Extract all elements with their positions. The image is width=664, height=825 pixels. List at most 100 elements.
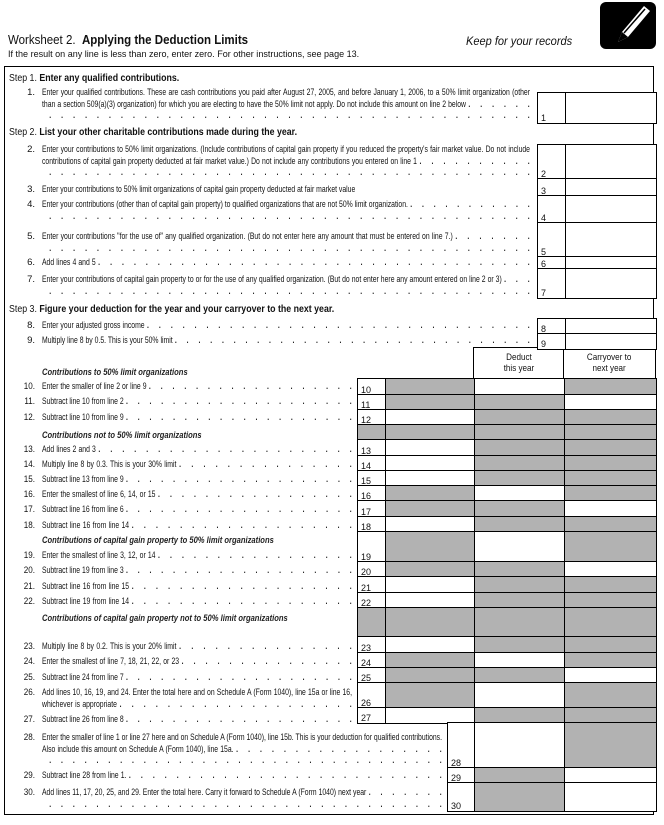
line-10-label: 10: [357, 378, 387, 396]
line-16-description: Enter the smallest of line 6, 14, or 15 …: [42, 489, 352, 501]
step-2-heading: Step 2. List your other charitable contr…: [9, 127, 297, 139]
line-28-deduct-input[interactable]: [474, 722, 566, 769]
dot-leader: . . . . . . . . . . . . . . . . . . . . …: [42, 155, 530, 179]
line-text-content: Enter your contributions to 50% limit or…: [42, 184, 356, 196]
line-7-amount-input[interactable]: [565, 268, 657, 299]
shaded-cell: [564, 607, 657, 638]
line-text-content: Multiply line 8 by 0.5. This is your 50%…: [42, 335, 173, 347]
box-number: 18: [361, 521, 372, 532]
line-18-description: Subtract line 16 from line 14 . . . . . …: [42, 520, 352, 532]
line-number: 6.: [27, 257, 35, 269]
line-text: Enter your qualified contributions. Thes…: [42, 87, 530, 122]
line-number: 24.: [23, 656, 35, 668]
line-text: Enter your contributions "for the use of…: [42, 231, 530, 254]
line-26-deduct-input[interactable]: [474, 682, 566, 709]
line-number: 15.: [23, 474, 35, 486]
dot-leader: . . . . . . . . . . . . . . . . . . . . …: [125, 474, 352, 486]
shaded-cell: [385, 378, 476, 396]
line-3-amount-input[interactable]: [565, 178, 657, 197]
line-text: Subtract line 16 from line 15 . . . . . …: [42, 581, 352, 593]
line-21-label: 21: [357, 576, 387, 594]
box-number: 25: [361, 672, 372, 683]
step-text: List your other charitable contributions…: [39, 127, 298, 138]
dot-leader: . . . . . . . . . . . . . . . . . . . . …: [148, 381, 352, 393]
line-text: Enter your contributions (other than of …: [42, 199, 530, 222]
shaded-cell: [564, 576, 657, 594]
line-26-description: Add lines 10, 16, 19, and 24. Enter the …: [42, 687, 352, 710]
line-number: 29.: [23, 770, 35, 782]
dot-leader: . . . . . . . . . . . . . . . . . . . . …: [125, 396, 352, 408]
line-number: 2.: [27, 144, 35, 156]
line-text-content: Multiply line 8 by 0.2. This is your 20%…: [42, 641, 177, 653]
dot-leader: . . . . . . . . . . . . . . . . . . . . …: [125, 504, 352, 516]
box-number: 14: [361, 460, 372, 471]
box-number: 30: [451, 800, 462, 811]
line-text-content: Subtract line 19 from line 14: [42, 596, 130, 608]
dot-leader: . . . . . . . . . . . . . . . . . . . . …: [42, 787, 442, 810]
shaded-cell: [474, 782, 566, 812]
line-number: 19.: [23, 550, 35, 562]
line-text: Subtract line 19 from line 3 . . . . . .…: [42, 565, 352, 577]
box-number: 19: [361, 551, 372, 562]
line-number: 8.: [27, 320, 35, 332]
line-number: 1.: [27, 87, 35, 99]
dot-leader: . . . . . . . . . . . . . . . . . . . . …: [131, 520, 352, 532]
line-17-label: 17: [357, 500, 387, 518]
line-text: Subtract line 16 from line 14 . . . . . …: [42, 520, 352, 532]
line-23-label: 23: [357, 636, 387, 654]
line-8-description: Enter your adjusted gross income . . . .…: [42, 320, 530, 332]
line-4-label: 4: [537, 195, 567, 224]
line-3-label: 3: [537, 178, 567, 197]
step-3-heading: Step 3. Figure your deduction for the ye…: [9, 304, 334, 316]
shaded-cell: [474, 607, 566, 638]
line-3-description: Enter your contributions to 50% limit or…: [42, 184, 530, 196]
shaded-cell: [385, 682, 476, 709]
shaded-cell: [474, 439, 566, 457]
line-25-description: Subtract line 24 from line 7 . . . . . .…: [42, 672, 352, 684]
line-1-amount-input[interactable]: [565, 92, 657, 124]
line-22-description: Subtract line 19 from line 14 . . . . . …: [42, 596, 352, 608]
line-text: Enter your contributions to 50% limit or…: [42, 144, 530, 179]
line-2-amount-input[interactable]: [565, 144, 657, 180]
dot-leader: . . . . . . . . . . . . . . . . . . . . …: [181, 656, 352, 668]
line-19-deduct-input[interactable]: [474, 531, 566, 563]
line-21-amount-input[interactable]: [385, 576, 476, 594]
line-text: Subtract line 16 from line 6 . . . . . .…: [42, 504, 352, 516]
line-number: 14.: [23, 459, 35, 471]
section-heading: Contributions not to 50% limit organizat…: [42, 430, 202, 441]
line-10-deduct-input[interactable]: [474, 378, 566, 396]
line-10-description: Enter the smaller of line 2 or line 9 . …: [42, 381, 352, 393]
line-9-amount-input[interactable]: [565, 333, 657, 350]
line-number: 25.: [23, 672, 35, 684]
dot-leader: . . . . . . . . . . . . . . . . . . . . …: [42, 199, 530, 222]
step-label: Step 1.: [9, 73, 37, 84]
line-text-content: Subtract line 13 from line 9: [42, 474, 124, 486]
line-4-amount-input[interactable]: [565, 195, 657, 224]
line-text-content: Add lines 2 and 3: [42, 444, 96, 456]
line-11-description: Subtract line 10 from line 2 . . . . . .…: [42, 396, 352, 408]
line-13-amount-input[interactable]: [385, 439, 476, 457]
line-30-carryover-input[interactable]: [564, 782, 657, 812]
line-19-description: Enter the smallest of line 3, 12, or 14 …: [42, 550, 352, 562]
line-number: 5.: [27, 231, 35, 243]
line-17-carryover-input[interactable]: [564, 500, 657, 518]
box-number: 27: [361, 712, 372, 723]
dot-leader: . . . . . . . . . . . . . . . . . . . . …: [119, 698, 352, 710]
box-number: 26: [361, 697, 372, 708]
worksheet-title: Worksheet 2. Applying the Deduction Limi…: [8, 33, 248, 47]
line-23-amount-input[interactable]: [385, 636, 476, 654]
line-text-content: Enter the smallest of line 6, 14, or 15: [42, 489, 156, 501]
dot-leader: . . . . . . . . . . . . . . . . . . . . …: [179, 641, 352, 653]
box-number: 17: [361, 506, 372, 517]
line-12-description: Subtract line 10 from line 9 . . . . . .…: [42, 412, 352, 424]
step-1-heading: Step 1. Enter any qualified contribution…: [9, 73, 179, 85]
line-text: Subtract line 10 from line 9 . . . . . .…: [42, 412, 352, 424]
line-text: Add lines 10, 16, 19, and 24. Enter the …: [42, 687, 352, 710]
line-5-amount-input[interactable]: [565, 222, 657, 258]
line-23-description: Multiply line 8 by 0.2. This is your 20%…: [42, 641, 352, 653]
worksheet-number: Worksheet 2.: [8, 33, 76, 47]
line-21-description: Subtract line 16 from line 15 . . . . . …: [42, 581, 352, 593]
line-number: 27.: [23, 714, 35, 726]
line-13-description: Add lines 2 and 3 . . . . . . . . . . . …: [42, 444, 352, 456]
line-number: 17.: [23, 504, 35, 516]
